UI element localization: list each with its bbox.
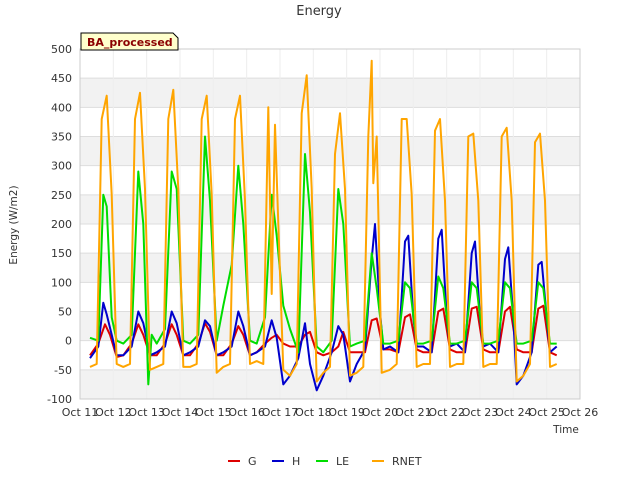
legend-item-g: G — [228, 455, 257, 468]
x-axis-label: Time — [552, 424, 579, 436]
y-axis-label: Energy (W/m2) — [8, 185, 20, 264]
x-tick-label: Oct 25 — [528, 406, 565, 419]
x-tick-label: Oct 11 — [62, 406, 99, 419]
y-axis-ticks: -100 -50 0 50 100 150 200 250 300 350 400 450 500 — [47, 43, 72, 406]
x-tick-label: Oct 23 — [462, 406, 499, 419]
legend-label: G — [248, 455, 257, 468]
x-tick-label: Oct 13 — [128, 406, 165, 419]
y-tick-label: 500 — [51, 43, 72, 56]
plot-background-bands — [80, 78, 580, 399]
background-band — [80, 253, 580, 283]
x-tick-label: Oct 17 — [262, 406, 299, 419]
y-tick-label: -100 — [47, 393, 72, 406]
series-line-rnet — [89, 59, 558, 383]
x-tick-label: Oct 12 — [95, 406, 132, 419]
legend-item-le: LE — [316, 455, 349, 468]
y-tick-label: 250 — [51, 189, 72, 202]
y-tick-label: -50 — [54, 364, 72, 377]
legend-label: LE — [336, 455, 349, 468]
badge-shape — [80, 32, 179, 51]
badge-label: BA_processed — [87, 36, 173, 49]
y-tick-label: 400 — [51, 101, 72, 114]
y-tick-label: 50 — [58, 306, 72, 319]
y-tick-label: 0 — [65, 335, 72, 348]
background-band — [80, 194, 580, 224]
x-tick-label: Oct 22 — [428, 406, 465, 419]
x-tick-label: Oct 26 — [562, 406, 599, 419]
background-band — [80, 136, 580, 166]
y-tick-label: 350 — [51, 131, 72, 144]
chart-title: Energy — [296, 4, 342, 19]
series-line-g — [89, 304, 558, 358]
background-band — [80, 78, 580, 108]
plot-frame — [79, 48, 581, 400]
legend-label: RNET — [392, 455, 422, 468]
x-tick-label: Oct 16 — [228, 406, 265, 419]
background-band — [80, 369, 580, 399]
y-tick-label: 150 — [51, 247, 72, 260]
y-tick-label: 450 — [51, 72, 72, 85]
y-tick-label: 200 — [51, 218, 72, 231]
x-tick-label: Oct 24 — [495, 406, 532, 419]
legend: G H LE RNET — [228, 455, 422, 468]
y-tick-label: 300 — [51, 160, 72, 173]
x-tick-label: Oct 18 — [295, 406, 332, 419]
x-tick-label: Oct 15 — [195, 406, 232, 419]
y-tick-label: 100 — [51, 276, 72, 289]
x-tick-label: Oct 20 — [362, 406, 399, 419]
x-tick-label: Oct 21 — [395, 406, 432, 419]
legend-label: H — [292, 455, 300, 468]
x-tick-label: Oct 14 — [162, 406, 199, 419]
processing-badge: BA_processed — [80, 32, 179, 51]
legend-item-rnet: RNET — [372, 455, 422, 468]
series-lines — [89, 59, 558, 392]
series-line-h — [89, 223, 558, 392]
x-tick-label: Oct 19 — [328, 406, 365, 419]
legend-item-h: H — [272, 455, 300, 468]
